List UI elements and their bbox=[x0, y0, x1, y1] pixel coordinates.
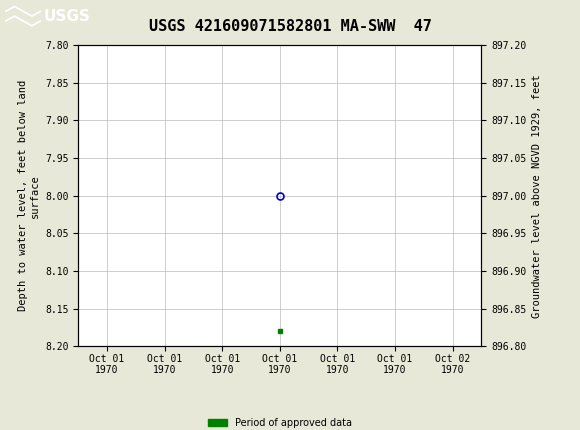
Text: USGS 421609071582801 MA-SWW  47: USGS 421609071582801 MA-SWW 47 bbox=[148, 19, 432, 34]
Legend: Period of approved data: Period of approved data bbox=[204, 414, 356, 430]
Text: USGS: USGS bbox=[44, 9, 90, 24]
Y-axis label: Depth to water level, feet below land
surface: Depth to water level, feet below land su… bbox=[18, 80, 39, 311]
Y-axis label: Groundwater level above NGVD 1929, feet: Groundwater level above NGVD 1929, feet bbox=[532, 74, 542, 317]
